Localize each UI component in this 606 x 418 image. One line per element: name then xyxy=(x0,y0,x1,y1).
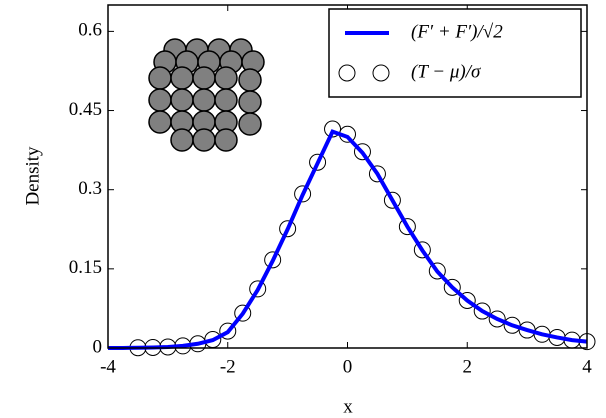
point xyxy=(279,220,297,238)
point xyxy=(443,278,461,296)
point xyxy=(353,143,371,161)
point xyxy=(458,292,476,310)
legend-swatch xyxy=(338,64,356,82)
x-axis-label: x xyxy=(343,396,353,417)
legend-label: (T − μ)/σ xyxy=(411,61,481,82)
point xyxy=(383,191,401,209)
legend-swatch xyxy=(372,64,390,82)
point xyxy=(294,185,312,203)
y-tick-label: 0 xyxy=(93,336,103,357)
point xyxy=(219,322,237,340)
x-tick-label: -4 xyxy=(100,356,116,377)
point xyxy=(264,251,282,269)
y-axis-label: Density xyxy=(22,146,43,206)
plot-frame xyxy=(107,4,588,349)
y-tick-label: 0.45 xyxy=(69,99,102,120)
point xyxy=(249,280,267,298)
point xyxy=(428,262,446,280)
point xyxy=(398,218,416,236)
cube-icon xyxy=(148,38,265,152)
legend-box xyxy=(328,8,582,98)
point xyxy=(234,304,252,322)
line xyxy=(108,129,588,350)
point xyxy=(309,153,327,171)
point xyxy=(368,165,386,183)
point xyxy=(324,120,342,138)
point xyxy=(488,310,506,328)
x-tick-label: 0 xyxy=(343,356,353,377)
y-tick-label: 0.3 xyxy=(78,178,102,199)
point xyxy=(413,241,431,259)
x-tick-label: 4 xyxy=(582,356,592,377)
y-tick-label: 0.6 xyxy=(78,20,102,41)
y-tick-label: 0.15 xyxy=(69,257,102,278)
point xyxy=(473,302,491,320)
x-tick-label: 2 xyxy=(463,356,473,377)
legend-label: (F′ + F′)/√2 xyxy=(411,21,503,42)
x-tick-label: -2 xyxy=(220,356,236,377)
